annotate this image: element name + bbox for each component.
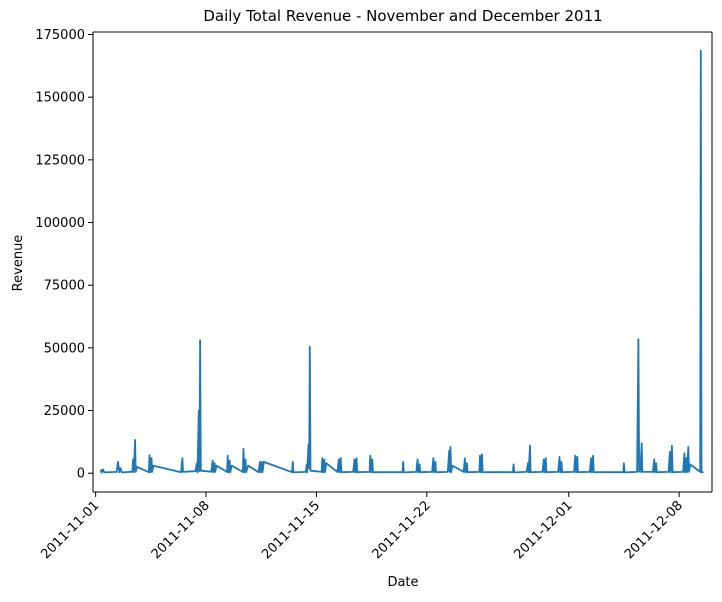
chart-title: Daily Total Revenue - November and Decem… — [203, 7, 602, 25]
plot-layer — [100, 49, 704, 474]
y-tick-label: 25000 — [44, 404, 85, 419]
y-axis-label: Revenue — [11, 235, 26, 292]
y-tick-label: 0 — [77, 467, 85, 482]
y-tick-label: 50000 — [44, 341, 85, 356]
y-tick-label: 150000 — [35, 91, 85, 106]
y-tick-label: 100000 — [35, 216, 85, 231]
y-tick-label: 175000 — [35, 28, 85, 43]
y-tick-label: 125000 — [35, 153, 85, 168]
x-axis-label: Date — [387, 575, 418, 590]
y-tick-label: 75000 — [44, 279, 85, 294]
series-line-0 — [100, 49, 704, 474]
